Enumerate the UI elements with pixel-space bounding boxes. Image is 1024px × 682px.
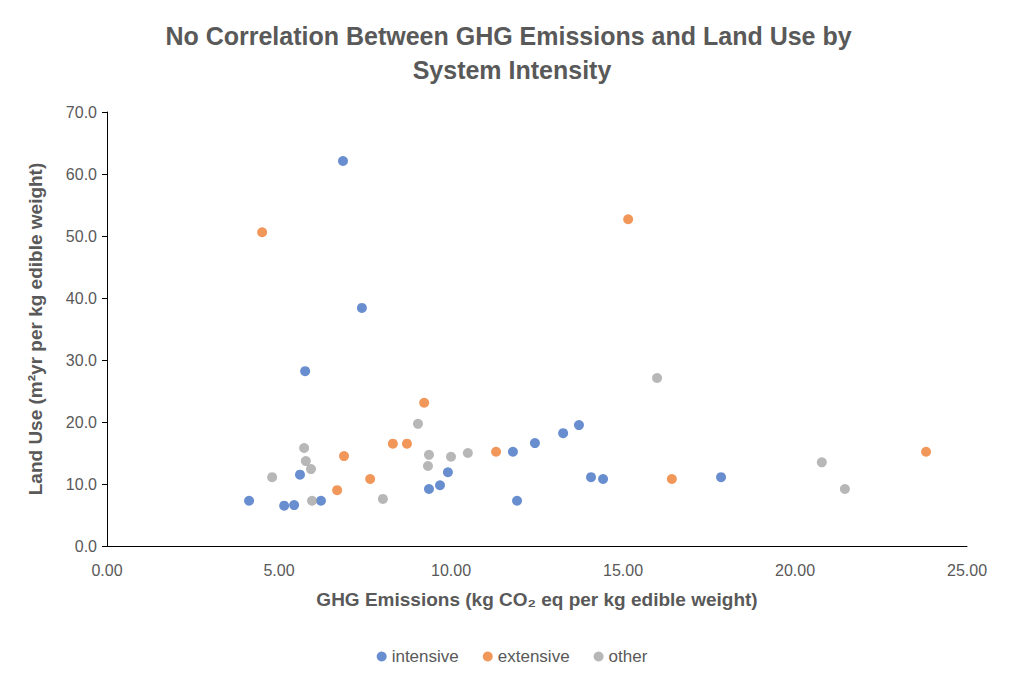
svg-text:extensive: extensive xyxy=(498,647,570,666)
svg-text:10.00: 10.00 xyxy=(431,562,471,579)
svg-text:0.0: 0.0 xyxy=(75,538,97,555)
svg-text:intensive: intensive xyxy=(392,647,459,666)
svg-text:40.0: 40.0 xyxy=(66,290,97,307)
svg-text:15.00: 15.00 xyxy=(603,562,643,579)
svg-text:System Intensity: System Intensity xyxy=(413,56,612,84)
svg-text:GHG Emissions (kg CO₂ eq per k: GHG Emissions (kg CO₂ eq per kg edible w… xyxy=(316,589,757,610)
svg-text:30.0: 30.0 xyxy=(66,352,97,369)
svg-text:25.00: 25.00 xyxy=(947,562,987,579)
svg-text:70.0: 70.0 xyxy=(66,104,97,121)
svg-text:60.0: 60.0 xyxy=(66,166,97,183)
svg-text:Land Use (m²yr per kg edible w: Land Use (m²yr per kg edible weight) xyxy=(25,163,46,496)
svg-text:20.0: 20.0 xyxy=(66,414,97,431)
svg-text:20.00: 20.00 xyxy=(775,562,815,579)
svg-text:5.00: 5.00 xyxy=(263,562,294,579)
svg-text:0.00: 0.00 xyxy=(91,562,122,579)
svg-text:No Correlation Between GHG Emi: No Correlation Between GHG Emissions and… xyxy=(165,22,858,50)
svg-text:other: other xyxy=(609,647,648,666)
svg-text:10.0: 10.0 xyxy=(66,476,97,493)
svg-text:50.0: 50.0 xyxy=(66,228,97,245)
